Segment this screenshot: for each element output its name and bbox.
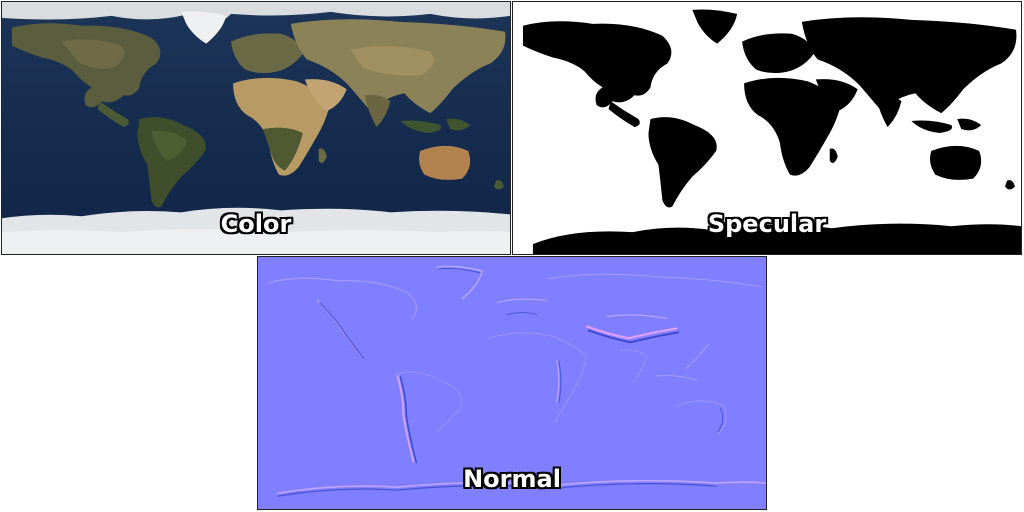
specular-map-label: Specular xyxy=(707,210,827,238)
color-map-image xyxy=(2,2,510,254)
normal-map-panel: Normal xyxy=(257,256,767,510)
specular-map-panel: Specular xyxy=(512,1,1022,255)
specular-map-image xyxy=(513,2,1021,254)
color-map-label: Color xyxy=(220,210,292,238)
color-map-panel: Color xyxy=(1,1,511,255)
normal-map-label: Normal xyxy=(463,465,561,493)
normal-map-image xyxy=(258,257,766,509)
